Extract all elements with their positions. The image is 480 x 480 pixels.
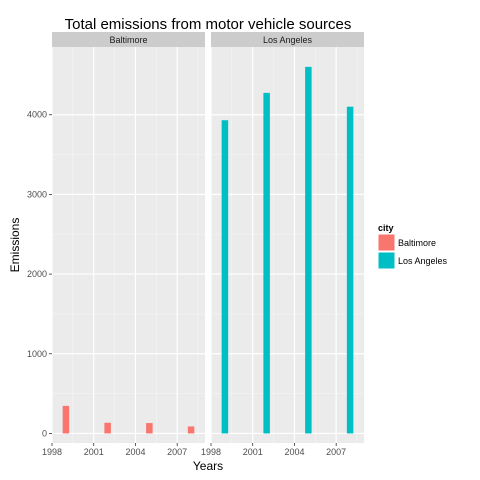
x-axis: 1998 2001 2004 2007 1998 2001 2004 2007 <box>42 443 346 457</box>
facet-strip-label: Baltimore <box>109 35 147 45</box>
legend-key-los-angeles <box>379 253 395 269</box>
facet-panels: Baltimore Los Angeles <box>52 32 364 443</box>
panel-background <box>52 47 205 443</box>
y-axis: 0 1000 2000 3000 4000 <box>27 110 52 439</box>
bar-baltimore-1999 <box>63 406 69 434</box>
x-axis-title: Years <box>193 459 223 473</box>
bar-los-angeles-2008 <box>347 107 354 434</box>
panel-background <box>211 47 364 443</box>
legend: city Baltimore Los Angeles <box>378 223 448 269</box>
legend-title: city <box>378 223 394 233</box>
bar-baltimore-2008 <box>188 426 195 433</box>
x-tick-label: 2004 <box>125 447 145 457</box>
legend-key-baltimore <box>379 235 395 251</box>
y-tick-label: 2000 <box>27 269 47 279</box>
bar-baltimore-2002 <box>104 423 111 434</box>
x-tick-label: 1998 <box>201 447 221 457</box>
x-tick-label: 2001 <box>243 447 263 457</box>
panel-los-angeles: Los Angeles <box>211 32 364 443</box>
y-tick-label: 4000 <box>27 110 47 120</box>
bar-los-angeles-2002 <box>263 93 270 434</box>
x-tick-label: 2004 <box>284 447 304 457</box>
bar-los-angeles-2005 <box>305 67 312 434</box>
y-tick-label: 3000 <box>27 189 47 199</box>
y-tick-label: 1000 <box>27 349 47 359</box>
y-tick-label: 0 <box>42 428 47 438</box>
bar-baltimore-2005 <box>146 423 153 433</box>
x-tick-label: 2007 <box>167 447 187 457</box>
chart-title: Total emissions from motor vehicle sourc… <box>65 16 352 33</box>
panel-baltimore: Baltimore <box>52 32 205 443</box>
bar-los-angeles-1999 <box>222 120 229 433</box>
x-tick-label: 2007 <box>326 447 346 457</box>
x-tick-label: 2001 <box>84 447 104 457</box>
legend-label-los-angeles: Los Angeles <box>398 256 448 266</box>
y-axis-title: Emissions <box>8 218 22 273</box>
legend-label-baltimore: Baltimore <box>398 238 436 248</box>
facet-strip-label: Los Angeles <box>263 35 313 45</box>
x-tick-label: 1998 <box>42 447 62 457</box>
